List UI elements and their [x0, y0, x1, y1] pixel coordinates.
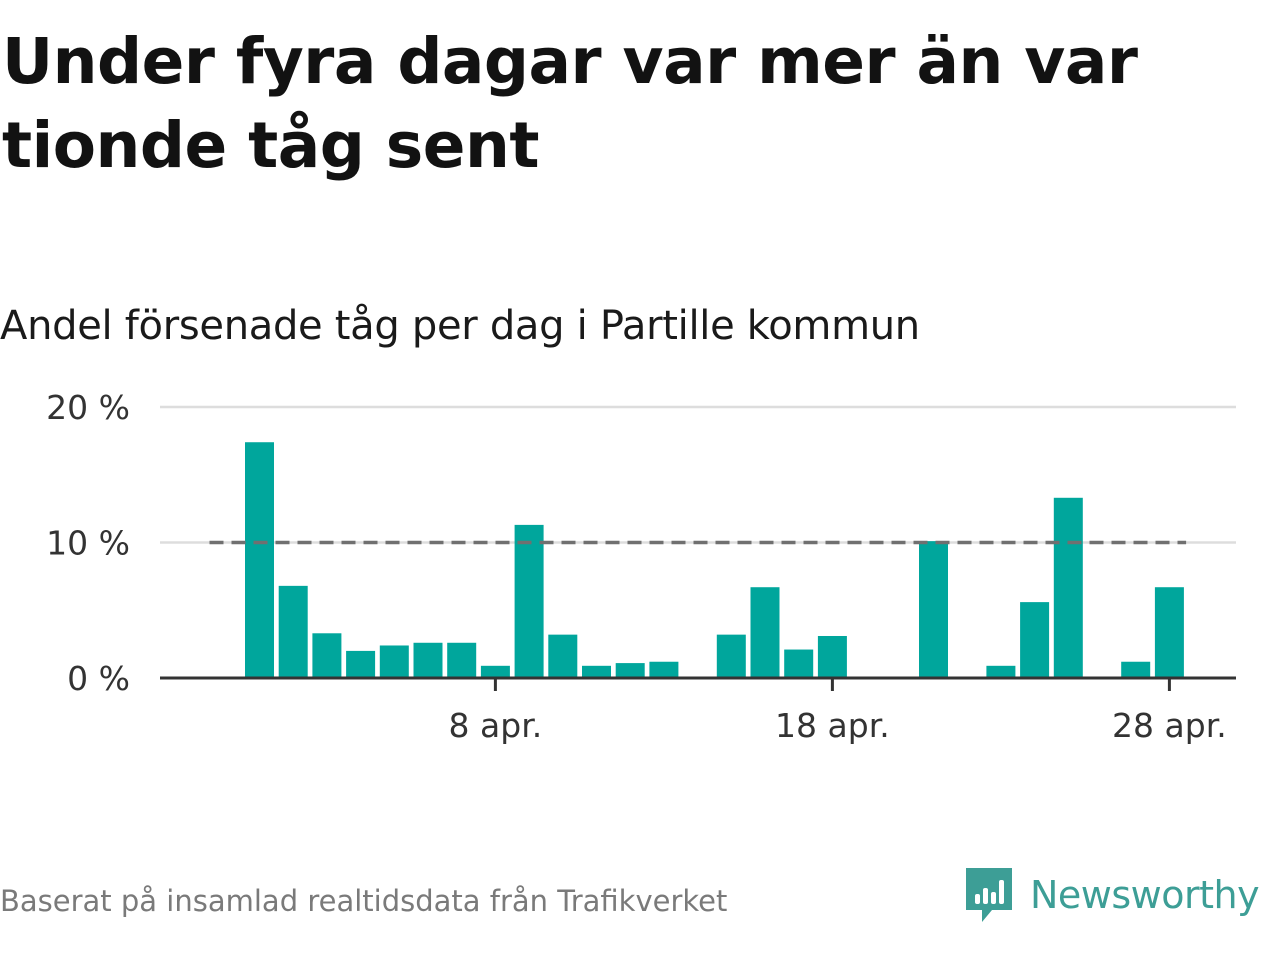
- bar: [413, 642, 443, 678]
- bar: [750, 587, 780, 678]
- y-tick-label: 0 %: [67, 659, 130, 698]
- bar: [1154, 587, 1184, 678]
- bar: [716, 634, 746, 678]
- bar: [312, 633, 342, 678]
- chart-title: Under fyra dagar var mer än var tionde t…: [2, 25, 1138, 182]
- y-tick-label: 20 %: [46, 388, 130, 427]
- bar: [379, 645, 409, 678]
- bar: [986, 665, 1016, 678]
- x-tick-label: 18 apr.: [775, 706, 890, 745]
- axes: 0 % 10 % 20 % 8 apr. 18 apr. 28 apr.: [46, 388, 1236, 745]
- brand-name: Newsworthy: [1030, 873, 1260, 917]
- bars: [245, 442, 1184, 678]
- bar: [649, 661, 679, 678]
- bar: [784, 649, 814, 678]
- x-tick-label: 8 apr.: [449, 706, 543, 745]
- bar-chart: 0 % 10 % 20 % 8 apr. 18 apr. 28 apr.: [46, 388, 1236, 745]
- x-tick-label: 28 apr.: [1112, 706, 1227, 745]
- bar: [817, 635, 847, 678]
- bar: [447, 642, 477, 678]
- bar: [278, 585, 308, 678]
- bar: [548, 634, 578, 678]
- bar: [919, 541, 948, 678]
- bar: [514, 524, 544, 678]
- y-tick-label: 10 %: [46, 524, 130, 563]
- newsworthy-logo-icon: [966, 868, 1012, 922]
- bar: [245, 442, 274, 678]
- bar: [480, 665, 510, 678]
- bar: [1020, 602, 1050, 678]
- bar: [1121, 661, 1151, 678]
- brand-logo: Newsworthy: [962, 862, 1260, 928]
- bar: [582, 665, 611, 678]
- source-note: Baserat på insamlad realtidsdata från Tr…: [0, 884, 728, 918]
- chart-subtitle: Andel försenade tåg per dag i Partille k…: [0, 303, 920, 349]
- bar: [346, 650, 376, 678]
- bar: [615, 663, 645, 678]
- bar: [1053, 497, 1083, 678]
